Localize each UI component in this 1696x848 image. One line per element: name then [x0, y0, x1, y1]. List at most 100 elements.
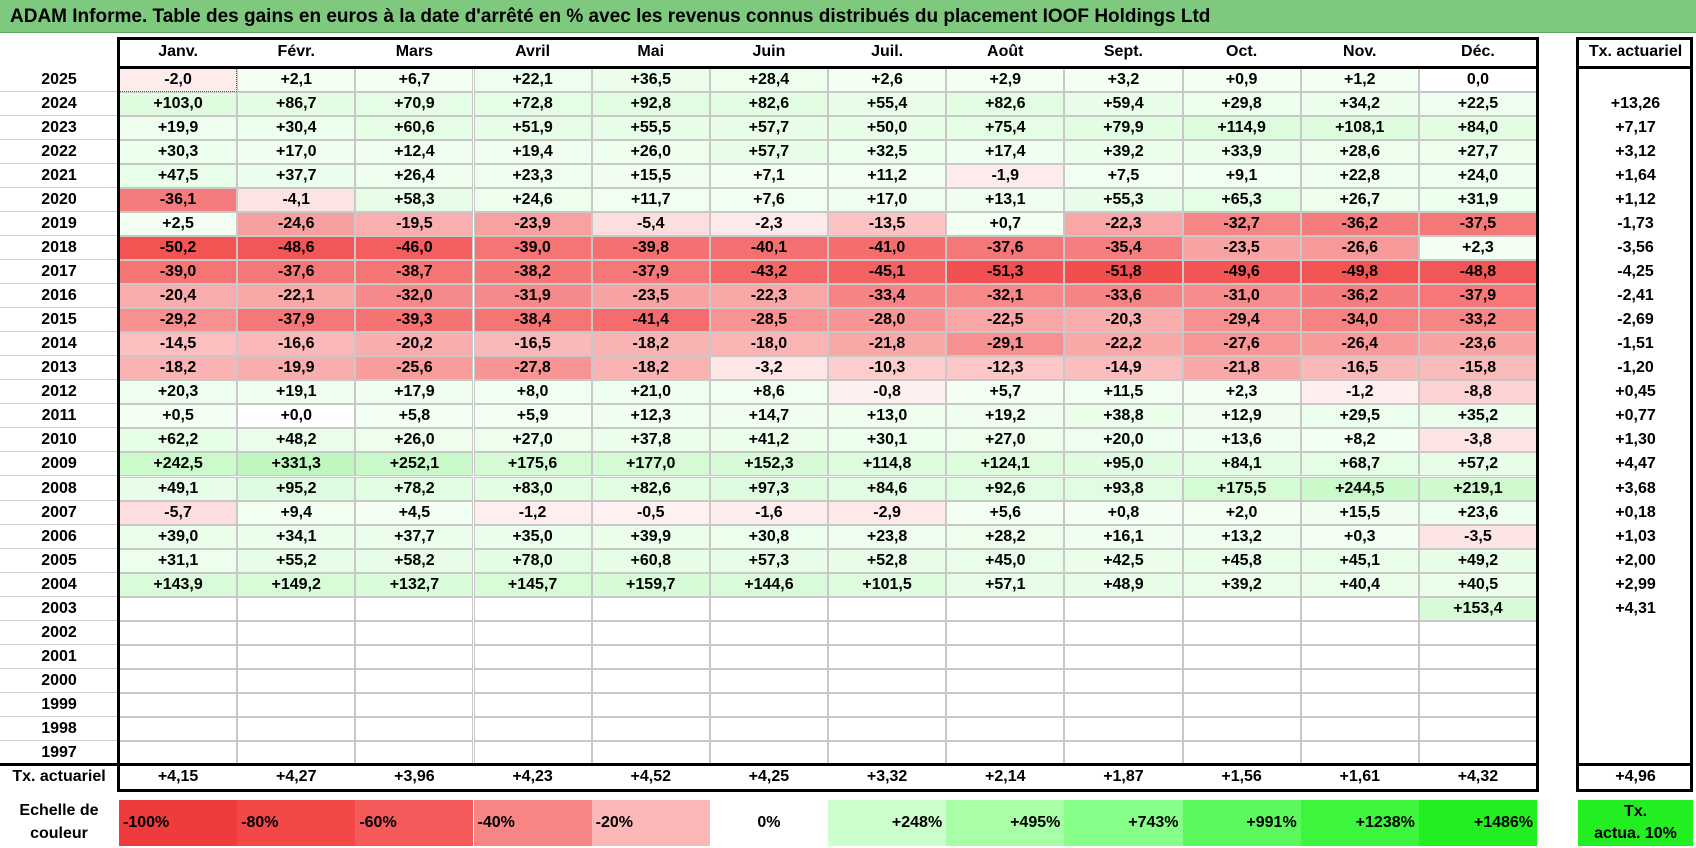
- annual-rate-cell: +0,77: [1615, 407, 1656, 425]
- table-cell: +75,4: [946, 116, 1065, 141]
- table-cell: [1182, 716, 1301, 741]
- table-cell: -16,6: [237, 332, 356, 357]
- table-cell: -39,0: [119, 260, 238, 285]
- table-cell: [591, 692, 710, 717]
- table-cell: +11,7: [591, 188, 710, 213]
- table-cell: [709, 644, 828, 669]
- year-label: 2015: [0, 308, 118, 333]
- table-cell: [828, 596, 947, 621]
- year-label: 2009: [0, 452, 118, 477]
- year-label: 2013: [0, 356, 118, 381]
- table-cell: -46,0: [355, 236, 474, 261]
- table-cell: +175,6: [473, 452, 592, 477]
- table-cell: +57,1: [946, 572, 1065, 597]
- table-cell: +4,5: [355, 500, 474, 525]
- table-cell: +14,7: [709, 404, 828, 429]
- table-cell: -26,4: [1300, 332, 1419, 357]
- table-cell: -39,3: [355, 308, 474, 333]
- table-cell: [355, 596, 474, 621]
- table-cell: +55,4: [828, 92, 947, 117]
- table-cell: +22,5: [1418, 92, 1538, 117]
- table-cell: -49,6: [1182, 260, 1301, 285]
- table-cell: +58,2: [355, 548, 474, 573]
- table-cell: +95,0: [1064, 452, 1183, 477]
- table-cell: -35,4: [1064, 236, 1183, 261]
- table-cell: +2,5: [119, 212, 238, 237]
- table-cell: +57,3: [709, 548, 828, 573]
- table-cell: +101,5: [828, 572, 947, 597]
- annual-rate-cell: +1,30: [1615, 431, 1656, 449]
- table-cell: -49,8: [1300, 260, 1419, 285]
- table-cell: [473, 716, 592, 741]
- page-title: ADAM Informe. Table des gains en euros à…: [0, 0, 1696, 33]
- table-cell: -1,6: [709, 500, 828, 525]
- table-cell: [1182, 740, 1301, 765]
- annual-rate-cell: -1,73: [1617, 215, 1654, 233]
- footer-label: Tx. actuariel: [12, 768, 106, 785]
- table-cell: +19,1: [237, 380, 356, 405]
- table-cell: -28,0: [828, 308, 947, 333]
- table-cell: +12,9: [1182, 404, 1301, 429]
- table-cell: [591, 740, 710, 765]
- table-cell: -27,8: [473, 356, 592, 381]
- table-cell: [591, 716, 710, 741]
- table-cell: [119, 596, 238, 621]
- table-cell: +22,1: [473, 68, 592, 93]
- table-cell: +2,9: [946, 68, 1065, 93]
- year-label: 1999: [0, 693, 118, 717]
- table-cell: -3,5: [1418, 524, 1538, 549]
- table-cell: -37,9: [1418, 284, 1538, 309]
- table-cell: -2,9: [828, 500, 947, 525]
- table-cell: +45,0: [946, 548, 1065, 573]
- table-cell: [237, 740, 356, 765]
- table-cell: -31,0: [1182, 284, 1301, 309]
- year-label: 2016: [0, 284, 118, 309]
- month-header: Avril: [515, 43, 551, 60]
- table-cell: +93,8: [1064, 476, 1183, 501]
- table-cell: +17,0: [828, 188, 947, 213]
- table-cell: +24,0: [1418, 164, 1538, 189]
- table-cell: -36,2: [1300, 212, 1419, 237]
- table-cell: -1,9: [946, 164, 1065, 189]
- table-cell: [828, 620, 947, 645]
- table-cell: [1182, 644, 1301, 669]
- table-cell: +41,2: [709, 428, 828, 453]
- table-cell: -34,0: [1300, 308, 1419, 333]
- table-cell: +26,0: [591, 140, 710, 165]
- table-cell: [828, 644, 947, 669]
- table-cell: +36,5: [591, 68, 710, 93]
- table-cell: +30,1: [828, 428, 947, 453]
- table-cell: -41,0: [828, 236, 947, 261]
- table-cell: -18,2: [591, 356, 710, 381]
- annual-rate-cell: +1,64: [1615, 167, 1656, 185]
- table-cell: +219,1: [1418, 476, 1538, 501]
- table-cell: +60,8: [591, 548, 710, 573]
- table-cell: -38,2: [473, 260, 592, 285]
- table-cell: [355, 740, 474, 765]
- table-cell: [119, 620, 238, 645]
- table-cell: [1418, 716, 1538, 741]
- table-cell: +20,0: [1064, 428, 1183, 453]
- table-cell: -10,3: [828, 356, 947, 381]
- year-label: 1998: [0, 717, 118, 741]
- year-label: 1997: [0, 741, 118, 765]
- year-label: 2005: [0, 549, 118, 573]
- table-cell: [237, 668, 356, 693]
- table-cell: +17,0: [237, 140, 356, 165]
- table-cell: -41,4: [591, 308, 710, 333]
- table-cell: +57,7: [709, 116, 828, 141]
- table-cell: +57,2: [1418, 452, 1538, 477]
- table-cell: -22,1: [237, 284, 356, 309]
- table-cell: +252,1: [355, 452, 474, 477]
- table-cell: -16,5: [1300, 356, 1419, 381]
- footer-cell: +4,25: [748, 768, 790, 785]
- footer-separator: [0, 763, 1540, 766]
- annual-rate-header: Tx. actuariel: [1588, 43, 1683, 60]
- table-cell: -37,9: [237, 308, 356, 333]
- table-cell: +2,0: [1182, 500, 1301, 525]
- annual-rate-cell: -4,25: [1617, 263, 1654, 281]
- annual-header-separator: [1576, 66, 1693, 69]
- table-cell: -0,5: [591, 500, 710, 525]
- year-label: 2018: [0, 236, 118, 261]
- table-cell: [473, 644, 592, 669]
